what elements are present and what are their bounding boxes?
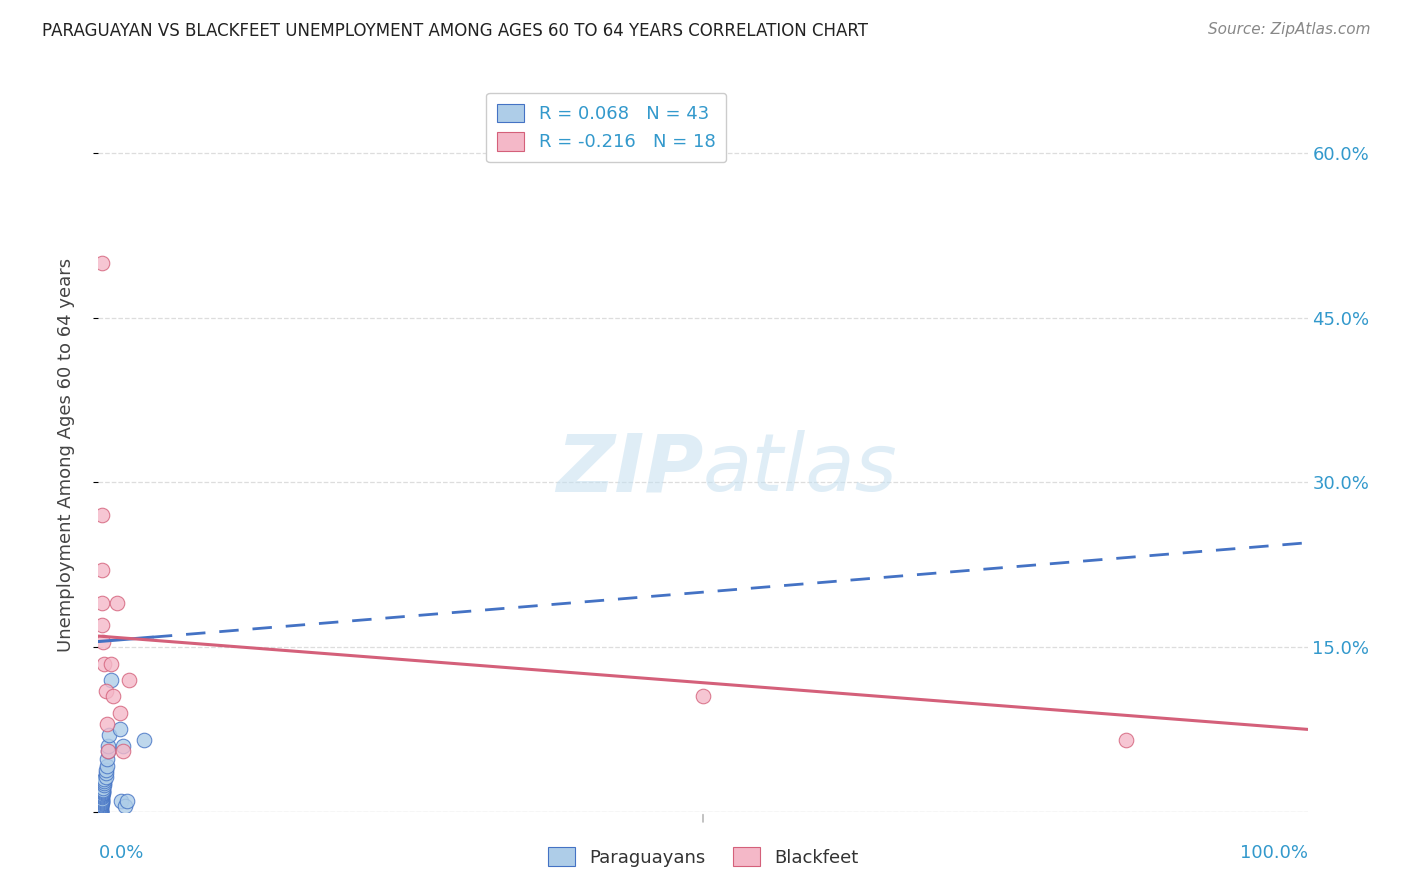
- Point: [91, 794, 114, 808]
- Point: [91, 784, 114, 798]
- Point: [93, 772, 115, 786]
- Point: [91, 787, 114, 801]
- Point: [90, 798, 112, 813]
- Point: [91, 791, 114, 805]
- Point: [97, 744, 120, 758]
- Point: [91, 790, 114, 805]
- Point: [111, 739, 134, 753]
- Point: [91, 596, 114, 610]
- Text: atlas: atlas: [703, 430, 898, 508]
- Point: [93, 657, 115, 671]
- Point: [90, 805, 112, 819]
- Point: [91, 780, 114, 795]
- Point: [97, 739, 120, 753]
- Point: [90, 805, 112, 819]
- Point: [118, 673, 141, 687]
- Text: ZIP: ZIP: [555, 430, 703, 508]
- Y-axis label: Unemployment Among Ages 60 to 64 years: Unemployment Among Ages 60 to 64 years: [56, 258, 75, 652]
- Point: [91, 785, 114, 799]
- Point: [97, 744, 120, 758]
- Point: [91, 796, 114, 810]
- Point: [134, 733, 156, 747]
- Point: [91, 782, 114, 797]
- Point: [96, 717, 118, 731]
- Point: [108, 706, 131, 720]
- Point: [94, 684, 117, 698]
- Point: [96, 752, 118, 766]
- Point: [91, 789, 114, 803]
- Point: [94, 763, 117, 777]
- Point: [90, 801, 112, 815]
- Point: [90, 799, 112, 814]
- Point: [1115, 733, 1137, 747]
- Point: [93, 774, 115, 789]
- Point: [93, 778, 115, 792]
- Point: [101, 690, 124, 704]
- Point: [90, 805, 112, 819]
- Point: [94, 770, 117, 784]
- Point: [692, 690, 714, 704]
- Text: PARAGUAYAN VS BLACKFEET UNEMPLOYMENT AMONG AGES 60 TO 64 YEARS CORRELATION CHART: PARAGUAYAN VS BLACKFEET UNEMPLOYMENT AMO…: [42, 22, 868, 40]
- Point: [91, 563, 114, 577]
- Point: [108, 723, 131, 737]
- Point: [110, 794, 132, 808]
- Point: [105, 596, 128, 610]
- Point: [91, 634, 114, 648]
- Point: [90, 804, 112, 818]
- Point: [94, 766, 117, 780]
- Point: [100, 657, 122, 671]
- Point: [91, 618, 114, 632]
- Point: [114, 799, 136, 814]
- Point: [90, 800, 112, 814]
- Text: Source: ZipAtlas.com: Source: ZipAtlas.com: [1208, 22, 1371, 37]
- Point: [91, 256, 114, 270]
- Point: [100, 673, 122, 687]
- Point: [91, 786, 114, 800]
- Text: 100.0%: 100.0%: [1240, 844, 1308, 862]
- Point: [91, 789, 114, 804]
- Legend: Paraguayans, Blackfeet: Paraguayans, Blackfeet: [540, 840, 866, 874]
- Point: [90, 797, 112, 811]
- Point: [91, 508, 114, 523]
- Point: [117, 794, 139, 808]
- Point: [111, 744, 134, 758]
- Point: [93, 776, 115, 790]
- Point: [90, 803, 112, 817]
- Point: [91, 795, 114, 809]
- Point: [96, 758, 118, 772]
- Point: [98, 728, 121, 742]
- Text: 0.0%: 0.0%: [98, 844, 143, 862]
- Point: [91, 792, 114, 806]
